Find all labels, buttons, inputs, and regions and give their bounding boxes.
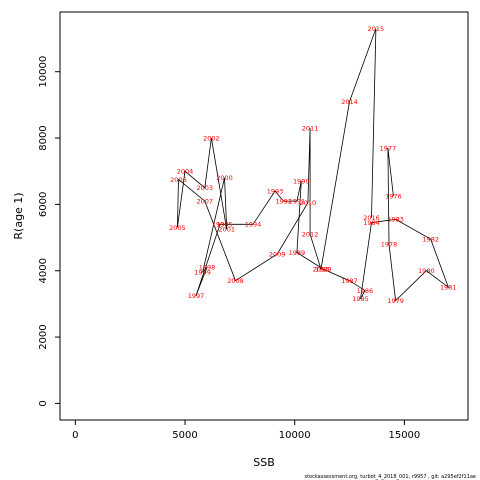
point-label-1990: 1990 xyxy=(293,177,310,185)
point-label-2003: 2003 xyxy=(197,184,214,192)
point-label-1992: 1992 xyxy=(275,197,292,205)
point-label-2000: 2000 xyxy=(216,174,233,182)
y-tick-label: 2000 xyxy=(38,324,49,349)
y-axis-title: R(age 1) xyxy=(12,192,25,239)
point-label-1993: 1993 xyxy=(267,187,284,195)
point-label-2011: 2011 xyxy=(302,124,319,132)
point-label-1989: 1989 xyxy=(289,249,306,257)
recruitment-series-line xyxy=(177,28,450,302)
y-tick-label: 10000 xyxy=(38,56,49,88)
x-tick-label: 10000 xyxy=(279,430,311,441)
point-label-2010: 2010 xyxy=(300,199,317,207)
point-label-1994: 1994 xyxy=(245,221,262,229)
footer-credit: stockassessment.org, turbot_4_2018_001, … xyxy=(304,474,476,480)
point-label-1985: 1985 xyxy=(352,295,369,303)
point-label-1979: 1979 xyxy=(387,297,404,305)
y-tick-label: 4000 xyxy=(38,258,49,283)
point-label-1997: 1997 xyxy=(188,292,205,300)
point-label-2016: 2016 xyxy=(363,214,380,222)
point-label-1984: 1984 xyxy=(363,219,380,227)
x-axis-title: SSB xyxy=(253,456,275,469)
x-axis: 0 5000 10000 15000 xyxy=(72,419,420,441)
year-point-labels: 1977 1976 1978 1979 1980 1981 1982 1983 1984 1985… xyxy=(169,25,456,305)
point-label-1976: 1976 xyxy=(385,192,402,200)
point-label-1978: 1978 xyxy=(381,240,398,248)
x-tick-label: 15000 xyxy=(388,430,420,441)
point-label-2002: 2002 xyxy=(203,134,220,142)
point-label-2007: 2007 xyxy=(197,197,214,205)
point-label-2015: 2015 xyxy=(368,25,385,33)
point-label-2006: 2006 xyxy=(170,176,187,184)
point-label-2001: 2001 xyxy=(218,226,235,234)
point-label-2012: 2012 xyxy=(302,231,319,239)
x-tick-label: 0 xyxy=(72,430,78,441)
point-label-2005: 2005 xyxy=(169,224,186,232)
point-label-1995: 1995 xyxy=(216,221,233,229)
point-label-2013: 2013 xyxy=(313,265,330,273)
point-label-1998: 1998 xyxy=(199,264,216,272)
point-label-1991: 1991 xyxy=(289,197,306,205)
point-label-2004: 2004 xyxy=(177,168,194,176)
point-label-1996: 1996 xyxy=(212,221,229,229)
point-label-1982: 1982 xyxy=(422,236,439,244)
y-tick-label: 8000 xyxy=(38,125,49,150)
y-axis: 0 2000 4000 6000 8000 10000 xyxy=(38,56,61,407)
y-tick-label: 6000 xyxy=(38,192,49,217)
point-label-2008: 2008 xyxy=(227,277,244,285)
point-label-1981: 1981 xyxy=(440,284,457,292)
point-label-2014: 2014 xyxy=(341,98,358,106)
point-label-2009: 2009 xyxy=(269,250,286,258)
point-label-1988: 1988 xyxy=(315,265,332,273)
point-label-1999: 1999 xyxy=(194,269,211,277)
point-label-1987: 1987 xyxy=(341,277,358,285)
point-label-1983: 1983 xyxy=(387,216,404,224)
y-tick-label: 0 xyxy=(38,400,49,406)
point-label-1986: 1986 xyxy=(357,287,374,295)
point-label-1980: 1980 xyxy=(418,267,435,275)
point-label-1977: 1977 xyxy=(380,144,397,152)
x-tick-label: 5000 xyxy=(172,430,197,441)
